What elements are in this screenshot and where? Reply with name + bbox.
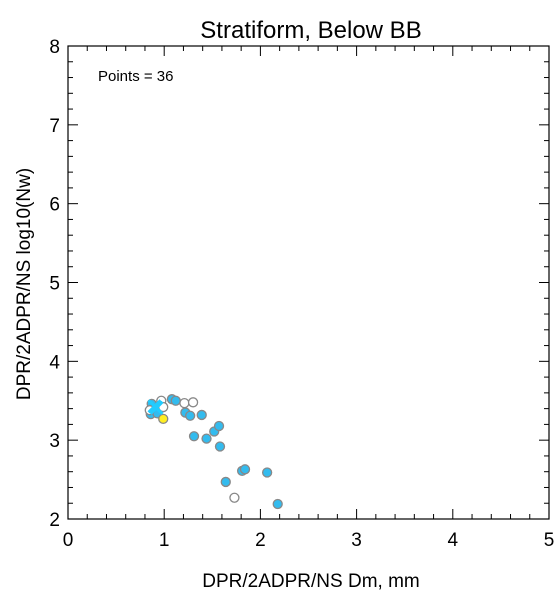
data-point-filled-circle (185, 410, 196, 421)
x-tick-label: 2 (255, 530, 266, 551)
chart-title: Stratiform, Below BB (200, 17, 421, 44)
plot-frame (67, 45, 550, 520)
data-point-filled-circle (214, 441, 226, 452)
y-tick-label: 3 (49, 431, 60, 452)
y-tick-label: 7 (49, 116, 60, 137)
y-tick-label: 8 (49, 37, 60, 58)
x-tick-label: 1 (159, 530, 170, 551)
data-point-filled-circle (213, 420, 225, 432)
y-tick-label: 5 (49, 274, 60, 295)
data-point-highlight-circle (158, 413, 169, 425)
points-count-annotation: Points = 36 (98, 68, 173, 85)
data-point-filled-circle (188, 431, 200, 442)
x-tick-label: 0 (63, 530, 74, 551)
data-point-filled-circle (220, 476, 231, 488)
x-tick-label: 5 (544, 530, 555, 551)
data-point-filled-circle (272, 498, 283, 510)
data-point-filled-circle (239, 464, 251, 475)
y-tick-label: 2 (49, 510, 60, 531)
data-points (144, 394, 283, 510)
data-point-hollow-circle (229, 492, 240, 503)
data-point-filled-circle (170, 395, 181, 406)
x-tick-label: 3 (351, 530, 362, 551)
y-tick-label: 4 (49, 352, 60, 373)
cross-stroke (149, 400, 164, 415)
data-point-hollow-circle (187, 397, 199, 408)
plot-axes (67, 45, 550, 520)
data-point-cross (149, 400, 164, 415)
data-point-filled-circle (201, 433, 212, 444)
y-tick-label: 6 (49, 195, 60, 216)
data-point-filled-circle (196, 409, 207, 421)
axis-ticks: 0 1 2 3 4 5 2 3 4 5 6 7 8 (49, 37, 554, 551)
data-point-filled-circle (261, 467, 273, 478)
y-axis-label: DPR/2ADPR/NS log10(Nw) (14, 168, 35, 400)
x-tick-label: 4 (448, 530, 459, 551)
x-axis-label: DPR/2ADPR/NS Dm, mm (202, 571, 419, 592)
data-point-hollow-circle (179, 397, 190, 409)
